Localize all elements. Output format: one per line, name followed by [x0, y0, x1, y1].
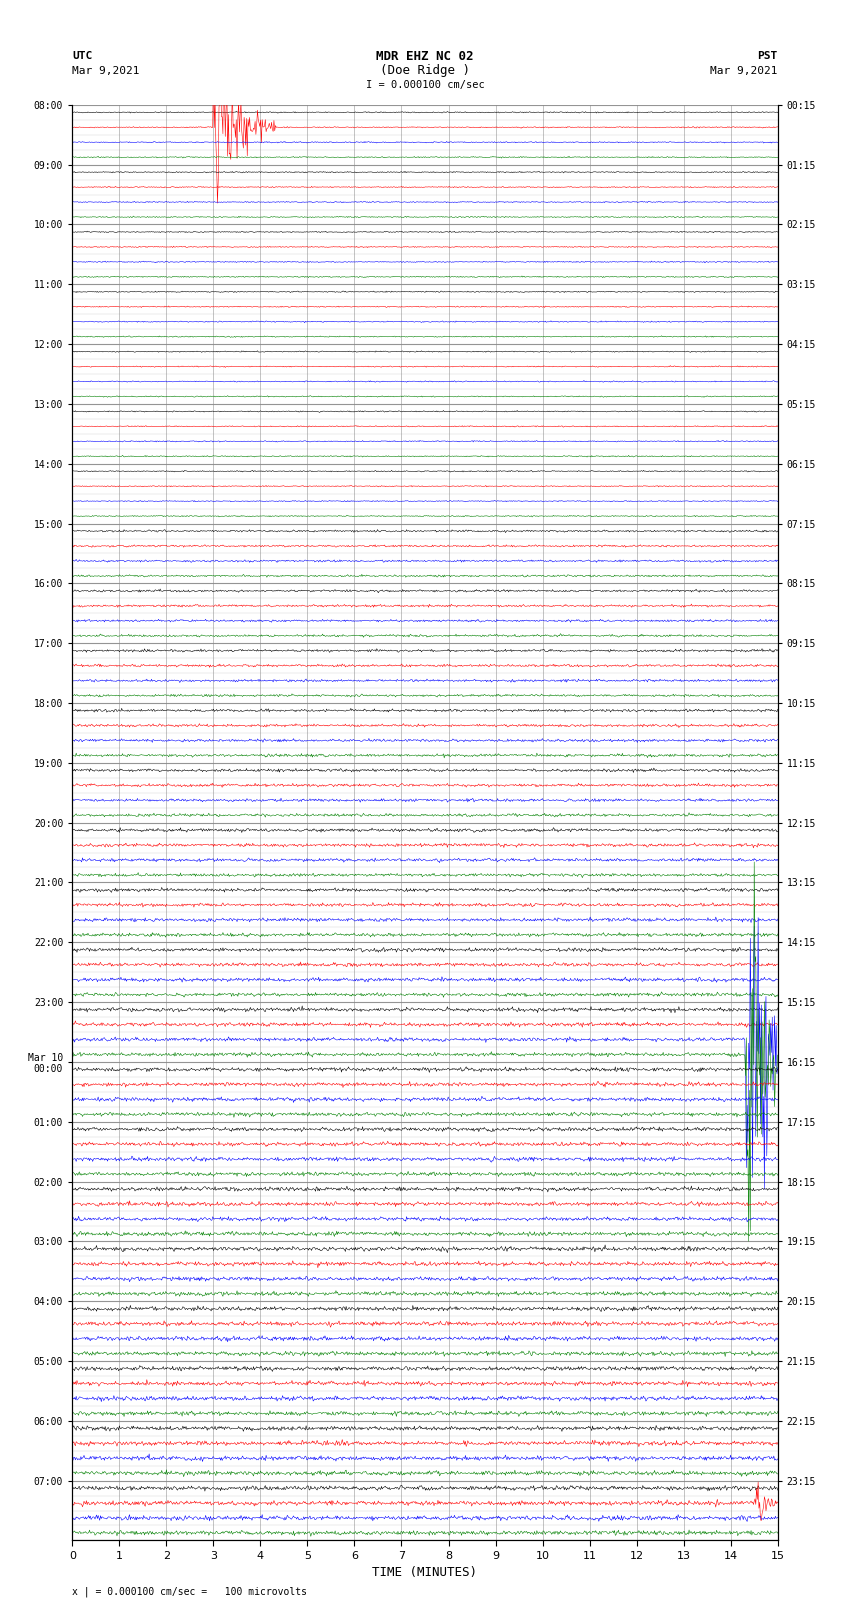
Text: MDR EHZ NC 02: MDR EHZ NC 02 [377, 50, 473, 63]
Text: Mar 9,2021: Mar 9,2021 [711, 66, 778, 76]
X-axis label: TIME (MINUTES): TIME (MINUTES) [372, 1566, 478, 1579]
Text: PST: PST [757, 52, 778, 61]
Text: Mar 9,2021: Mar 9,2021 [72, 66, 139, 76]
Text: I = 0.000100 cm/sec: I = 0.000100 cm/sec [366, 81, 484, 90]
Text: UTC: UTC [72, 52, 93, 61]
Text: (Doe Ridge ): (Doe Ridge ) [380, 65, 470, 77]
Text: x | = 0.000100 cm/sec =   100 microvolts: x | = 0.000100 cm/sec = 100 microvolts [72, 1586, 307, 1597]
